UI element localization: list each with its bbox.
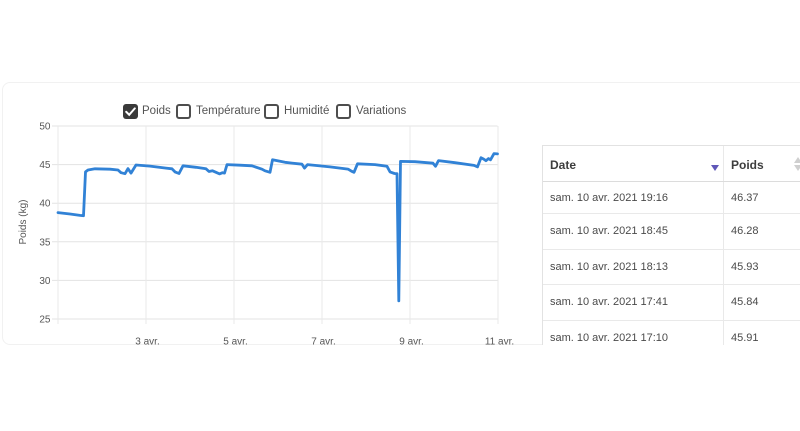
svg-text:5 avr.: 5 avr. <box>223 337 247 348</box>
svg-text:Poids (kg): Poids (kg) <box>18 199 29 244</box>
svg-text:9 avr.: 9 avr. <box>399 337 423 348</box>
svg-text:50: 50 <box>39 122 51 133</box>
svg-text:30: 30 <box>39 276 51 287</box>
svg-text:25: 25 <box>39 315 51 326</box>
svg-text:40: 40 <box>39 199 51 210</box>
svg-text:11 avr.: 11 avr. <box>485 337 514 348</box>
svg-text:45: 45 <box>39 160 51 171</box>
svg-text:7 avr.: 7 avr. <box>311 337 335 348</box>
svg-text:35: 35 <box>39 237 51 248</box>
svg-text:3 avr.: 3 avr. <box>135 337 159 348</box>
